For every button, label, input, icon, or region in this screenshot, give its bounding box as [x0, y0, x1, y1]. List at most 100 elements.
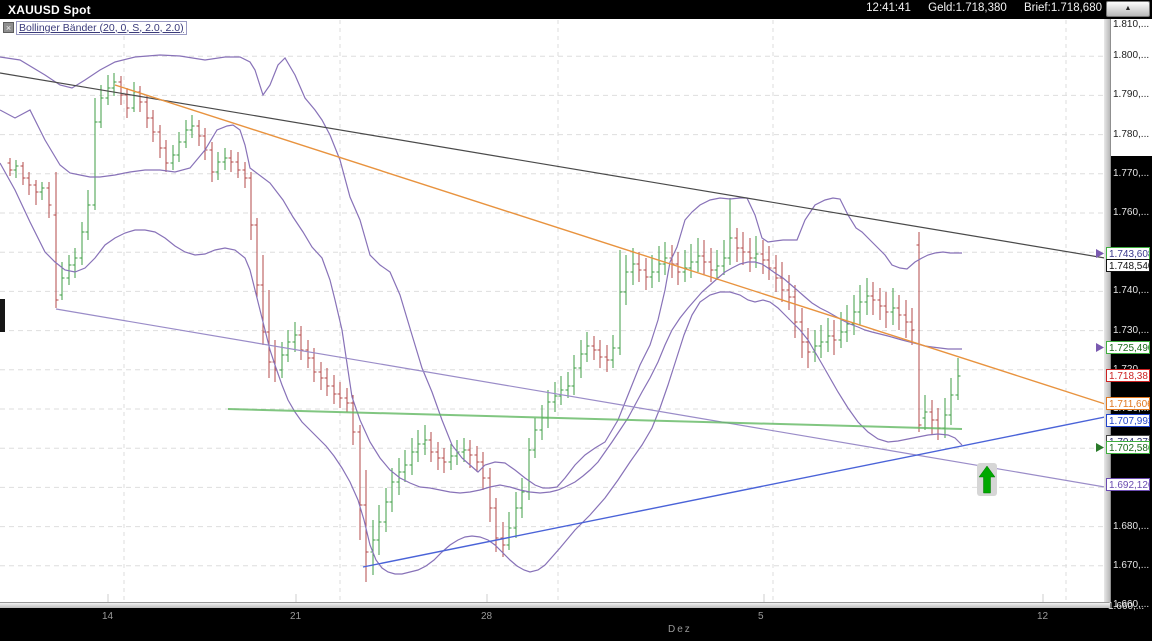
- price-bar: [124, 88, 130, 118]
- price-bar: [610, 335, 616, 368]
- price-badge: 1.725,490: [1106, 341, 1150, 354]
- price-bar: [506, 512, 512, 550]
- bollinger-middle-band: [0, 109, 962, 494]
- price-bar: [409, 438, 415, 475]
- price-bar: [922, 395, 928, 430]
- close-icon[interactable]: ×: [3, 22, 14, 33]
- price-bar: [948, 378, 954, 425]
- price-bar: [539, 405, 545, 440]
- price-axis-label: 1.740,...: [1113, 285, 1150, 297]
- price-bar: [805, 328, 811, 368]
- indicator-legend-label[interactable]: Bollinger Bänder (20, 0, S, 2.0, 2.0): [16, 20, 187, 35]
- price-bar: [441, 448, 447, 473]
- price-bar: [532, 418, 538, 458]
- price-bar: [734, 228, 740, 262]
- price-bar: [183, 120, 189, 148]
- price-bar: [883, 292, 889, 328]
- price-badge: 1.707,993: [1106, 414, 1150, 427]
- price-bar: [747, 238, 753, 272]
- price-bar: [131, 82, 137, 112]
- price-bar: [383, 488, 389, 532]
- badge-pointer-icon: [1096, 249, 1104, 258]
- price-bar: [558, 376, 564, 405]
- price-bar: [552, 382, 558, 412]
- price-bar: [760, 240, 766, 274]
- symbol-title: XAUUSD Spot: [8, 2, 91, 17]
- price-bar: [105, 75, 111, 105]
- price-bar: [578, 340, 584, 378]
- price-bar: [942, 398, 948, 438]
- chart-bottom-border: [0, 602, 1110, 608]
- price-axis-label: 1.800,...: [1113, 50, 1150, 62]
- price-bar: [79, 222, 85, 265]
- indicator-legend[interactable]: × Bollinger Bänder (20, 0, S, 2.0, 2.0): [3, 20, 187, 35]
- trendline-resistance-orange: [114, 84, 1104, 405]
- price-bar: [98, 85, 104, 128]
- price-bar: [903, 300, 909, 338]
- price-axis-label: 1.670,...: [1113, 559, 1150, 571]
- price-bar: [929, 400, 935, 435]
- price-bar: [487, 468, 493, 522]
- price-bar: [202, 128, 208, 160]
- price-bar: [235, 152, 241, 178]
- time-axis-label: 12: [1037, 611, 1049, 622]
- price-bar: [66, 255, 72, 285]
- trendline-resistance-dark: [0, 72, 1104, 259]
- collapse-panel-button[interactable]: ▲: [1106, 1, 1150, 17]
- price-bar: [428, 432, 434, 462]
- price-axis[interactable]: 1.810,... 1.800,... 1.790,... 1.780,... 1.77…: [1104, 19, 1152, 641]
- quote-time: 12:41:41: [866, 2, 911, 14]
- price-bar: [890, 288, 896, 325]
- time-axis-label: 28: [481, 611, 493, 622]
- price-bar: [597, 340, 603, 368]
- price-bar: [53, 172, 59, 308]
- price-bar: [636, 252, 642, 282]
- price-bar: [493, 498, 499, 552]
- price-bar: [85, 190, 91, 240]
- price-bar: [851, 295, 857, 335]
- price-bar: [461, 438, 467, 462]
- price-bar: [630, 248, 636, 285]
- trendline-support-blue: [362, 416, 1104, 568]
- price-bar: [909, 308, 915, 345]
- price-bar: [337, 382, 343, 408]
- price-bar: [266, 290, 272, 378]
- price-bar: [7, 158, 13, 176]
- price-bar: [675, 252, 681, 285]
- price-bar: [150, 110, 156, 142]
- price-bar: [311, 348, 317, 382]
- price-bar: [20, 162, 26, 185]
- price-bar: [480, 452, 486, 490]
- time-axis[interactable]: [0, 608, 1152, 641]
- ask-price: Brief:1.718,680: [1023, 2, 1102, 14]
- price-bar: [643, 258, 649, 290]
- time-axis-label: 14: [102, 611, 114, 622]
- trendline-support-green: [227, 408, 963, 430]
- time-axis-label: 21: [290, 611, 302, 622]
- price-bar: [812, 330, 818, 362]
- price-bar: [376, 505, 382, 555]
- price-bar: [144, 95, 150, 128]
- price-bar: [137, 86, 143, 112]
- price-bar: [163, 140, 169, 172]
- price-axis-label: 1.730,...: [1113, 324, 1150, 336]
- price-bar: [935, 408, 941, 440]
- price-bar: [389, 468, 395, 512]
- price-bar: [766, 246, 772, 280]
- price-axis-label: 1.790,...: [1113, 89, 1150, 101]
- left-edge-handle[interactable]: [0, 299, 5, 332]
- price-bar: [292, 322, 298, 352]
- price-bar: [157, 125, 163, 158]
- bollinger-upper-band: [0, 54, 962, 489]
- price-bar: [870, 282, 876, 315]
- price-bar: [714, 250, 720, 280]
- month-label: Dez: [668, 624, 692, 635]
- chart-canvas[interactable]: [0, 19, 1104, 608]
- price-bar: [779, 262, 785, 302]
- price-axis-label: 1.660,...: [1113, 599, 1150, 610]
- price-axis-label: 1.810,...: [1113, 19, 1150, 30]
- quote-info: 12:41:41 Geld:1.718,380 Brief:1.718,680: [852, 2, 1102, 14]
- price-bar: [916, 232, 922, 432]
- price-bar: [242, 162, 248, 188]
- bid-price: Geld:1.718,380: [928, 2, 1007, 14]
